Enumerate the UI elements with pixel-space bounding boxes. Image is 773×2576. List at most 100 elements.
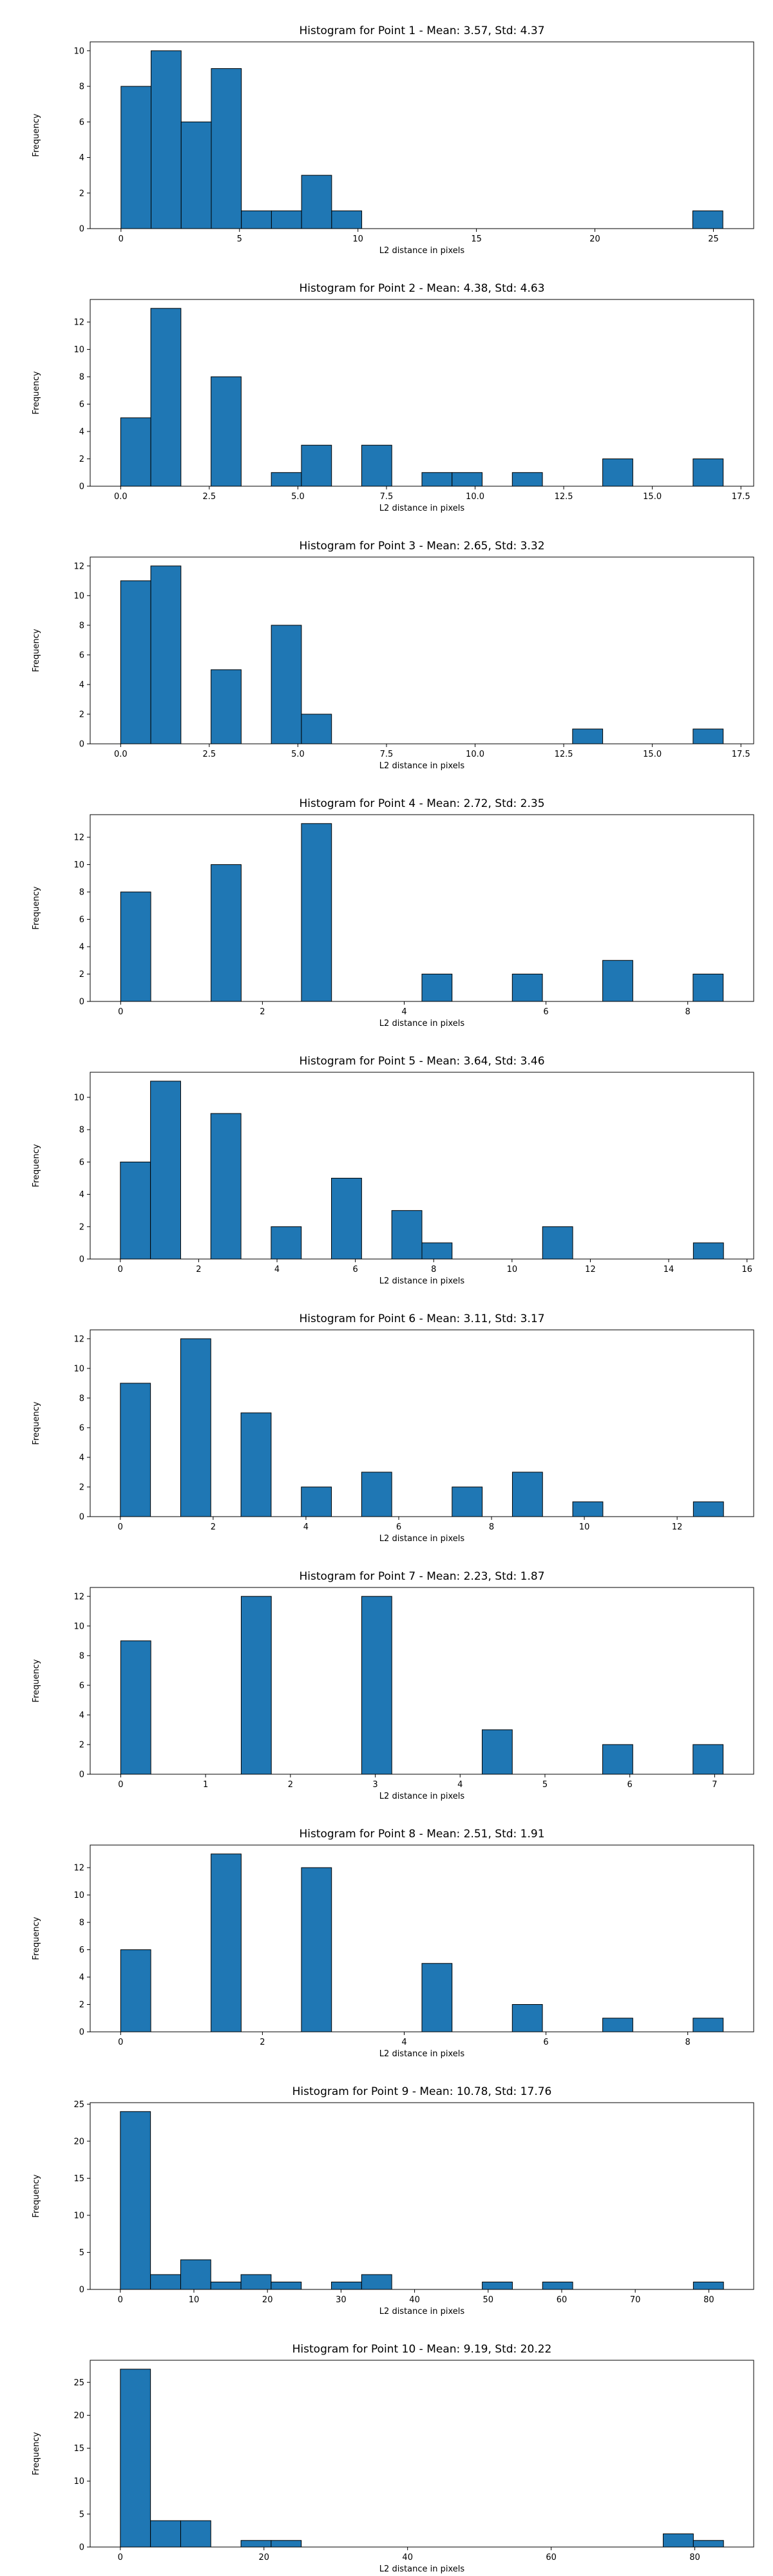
x-axis-label: L2 distance in pixels bbox=[379, 246, 465, 256]
x-tick-label: 0 bbox=[118, 2553, 123, 2562]
y-tick-label: 2 bbox=[79, 970, 84, 980]
x-tick-label: 7.5 bbox=[380, 750, 394, 759]
histogram-bar bbox=[150, 1081, 181, 1260]
histogram-bar bbox=[120, 2369, 151, 2548]
x-tick-label: 17.5 bbox=[732, 750, 750, 759]
y-tick-label: 4 bbox=[79, 428, 84, 437]
y-tick-label: 4 bbox=[79, 1973, 84, 1983]
histogram-bar bbox=[692, 1744, 724, 1775]
y-tick-label: 10 bbox=[73, 2211, 84, 2221]
y-tick-label: 20 bbox=[73, 2411, 84, 2421]
x-tick-label: 0 bbox=[119, 234, 124, 244]
histogram-bar bbox=[240, 2274, 272, 2290]
chart-title: Histogram for Point 2 - Mean: 4.38, Std:… bbox=[299, 282, 544, 295]
histogram-bar bbox=[120, 1640, 151, 1775]
histogram-bar bbox=[271, 2281, 302, 2290]
x-tick-label: 0 bbox=[118, 2295, 123, 2305]
histogram-bar bbox=[241, 210, 272, 229]
x-tick-label: 7 bbox=[712, 1780, 717, 1790]
histogram-bar bbox=[120, 86, 152, 229]
x-tick-label: 1 bbox=[203, 1780, 208, 1790]
axes-frame bbox=[90, 1329, 754, 1517]
y-tick-label: 8 bbox=[79, 1651, 84, 1661]
axes-frame bbox=[90, 2360, 754, 2548]
y-axis-label: Frequency bbox=[32, 1917, 41, 1960]
x-axis-label: L2 distance in pixels bbox=[379, 2564, 465, 2574]
y-axis-label: Frequency bbox=[32, 1401, 41, 1444]
y-tick-label: 12 bbox=[73, 318, 84, 328]
histogram-bar bbox=[692, 2540, 724, 2548]
histogram-bar bbox=[692, 1501, 724, 1517]
chart-panel-2: Histogram for Point 2 - Mean: 4.38, Std:… bbox=[32, 282, 754, 513]
histogram-bar bbox=[301, 1867, 332, 2032]
y-axis-label: Frequency bbox=[32, 2432, 41, 2475]
histogram-bar bbox=[240, 1596, 272, 1775]
histogram-bar bbox=[151, 50, 182, 229]
histogram-bar bbox=[692, 728, 724, 744]
y-tick-label: 0 bbox=[79, 2543, 84, 2553]
chart-title: Histogram for Point 5 - Mean: 3.64, Std:… bbox=[299, 1055, 544, 1068]
x-axis-label: L2 distance in pixels bbox=[379, 2049, 465, 2059]
x-tick-label: 3 bbox=[372, 1780, 377, 1790]
chart-title: Histogram for Point 6 - Mean: 3.11, Std:… bbox=[299, 1312, 544, 1325]
histogram-bar bbox=[511, 472, 543, 487]
x-tick-label: 2 bbox=[196, 1265, 201, 1274]
x-tick-label: 2 bbox=[211, 1522, 216, 1532]
y-tick-label: 4 bbox=[79, 1190, 84, 1200]
x-tick-label: 10 bbox=[507, 1265, 518, 1274]
x-tick-label: 15.0 bbox=[643, 750, 662, 759]
x-axis-label: L2 distance in pixels bbox=[379, 2307, 465, 2316]
x-tick-label: 40 bbox=[402, 2553, 413, 2562]
y-tick-label: 0 bbox=[79, 1770, 84, 1780]
histogram-bar bbox=[120, 1383, 151, 1517]
x-tick-label: 14 bbox=[663, 1265, 674, 1274]
x-tick-label: 40 bbox=[409, 2295, 420, 2305]
x-tick-label: 2.5 bbox=[203, 750, 216, 759]
histogram-bar bbox=[692, 1242, 724, 1260]
histogram-bar bbox=[271, 1226, 302, 1260]
chart-title: Histogram for Point 8 - Mean: 2.51, Std:… bbox=[299, 1828, 544, 1841]
x-tick-label: 30 bbox=[336, 2295, 347, 2305]
x-tick-label: 0.0 bbox=[114, 492, 128, 502]
y-axis-label: Frequency bbox=[32, 629, 41, 672]
x-tick-label: 4 bbox=[401, 2038, 406, 2047]
x-tick-label: 70 bbox=[630, 2295, 641, 2305]
chart-title: Histogram for Point 9 - Mean: 10.78, Std… bbox=[292, 2085, 552, 2098]
y-tick-label: 8 bbox=[79, 1918, 84, 1928]
x-tick-label: 0 bbox=[118, 2038, 123, 2047]
y-tick-label: 0 bbox=[79, 740, 84, 750]
y-tick-label: 4 bbox=[79, 680, 84, 690]
chart-panel-5: Histogram for Point 5 - Mean: 3.64, Std:… bbox=[32, 1055, 754, 1286]
histogram-bar bbox=[511, 2004, 543, 2032]
y-tick-label: 2 bbox=[79, 710, 84, 719]
x-tick-label: 0 bbox=[118, 1780, 123, 1790]
histogram-bar bbox=[240, 1412, 272, 1517]
x-axis-label: L2 distance in pixels bbox=[379, 1019, 465, 1028]
histogram-bar bbox=[482, 1729, 513, 1775]
y-tick-label: 0 bbox=[79, 482, 84, 492]
x-tick-label: 0 bbox=[118, 1522, 123, 1532]
histogram-bar bbox=[240, 2540, 272, 2548]
histogram-bar bbox=[511, 1472, 543, 1517]
x-tick-label: 5 bbox=[542, 1780, 548, 1790]
y-tick-label: 10 bbox=[73, 591, 84, 601]
axes-frame bbox=[90, 1587, 754, 1775]
y-tick-label: 5 bbox=[79, 2510, 84, 2519]
x-tick-label: 10.0 bbox=[466, 750, 484, 759]
x-tick-label: 5.0 bbox=[291, 750, 305, 759]
chart-panel-8: Histogram for Point 8 - Mean: 2.51, Std:… bbox=[32, 1828, 754, 2059]
chart-panel-4: Histogram for Point 4 - Mean: 2.72, Std:… bbox=[32, 797, 754, 1028]
x-tick-label: 0 bbox=[118, 1265, 123, 1274]
histogram-bar bbox=[301, 444, 332, 487]
chart-title: Histogram for Point 3 - Mean: 2.65, Std:… bbox=[299, 540, 544, 553]
histogram-bar bbox=[211, 864, 242, 1002]
axes-frame bbox=[90, 299, 754, 487]
x-tick-label: 10 bbox=[189, 2295, 200, 2305]
histogram-bar bbox=[421, 472, 453, 487]
histogram-bar bbox=[210, 2281, 242, 2290]
y-tick-label: 8 bbox=[79, 1126, 84, 1135]
histogram-bar bbox=[301, 823, 332, 1002]
x-tick-label: 4 bbox=[303, 1522, 309, 1532]
histogram-bar bbox=[120, 1949, 151, 2032]
chart-panel-3: Histogram for Point 3 - Mean: 2.65, Std:… bbox=[32, 540, 754, 771]
